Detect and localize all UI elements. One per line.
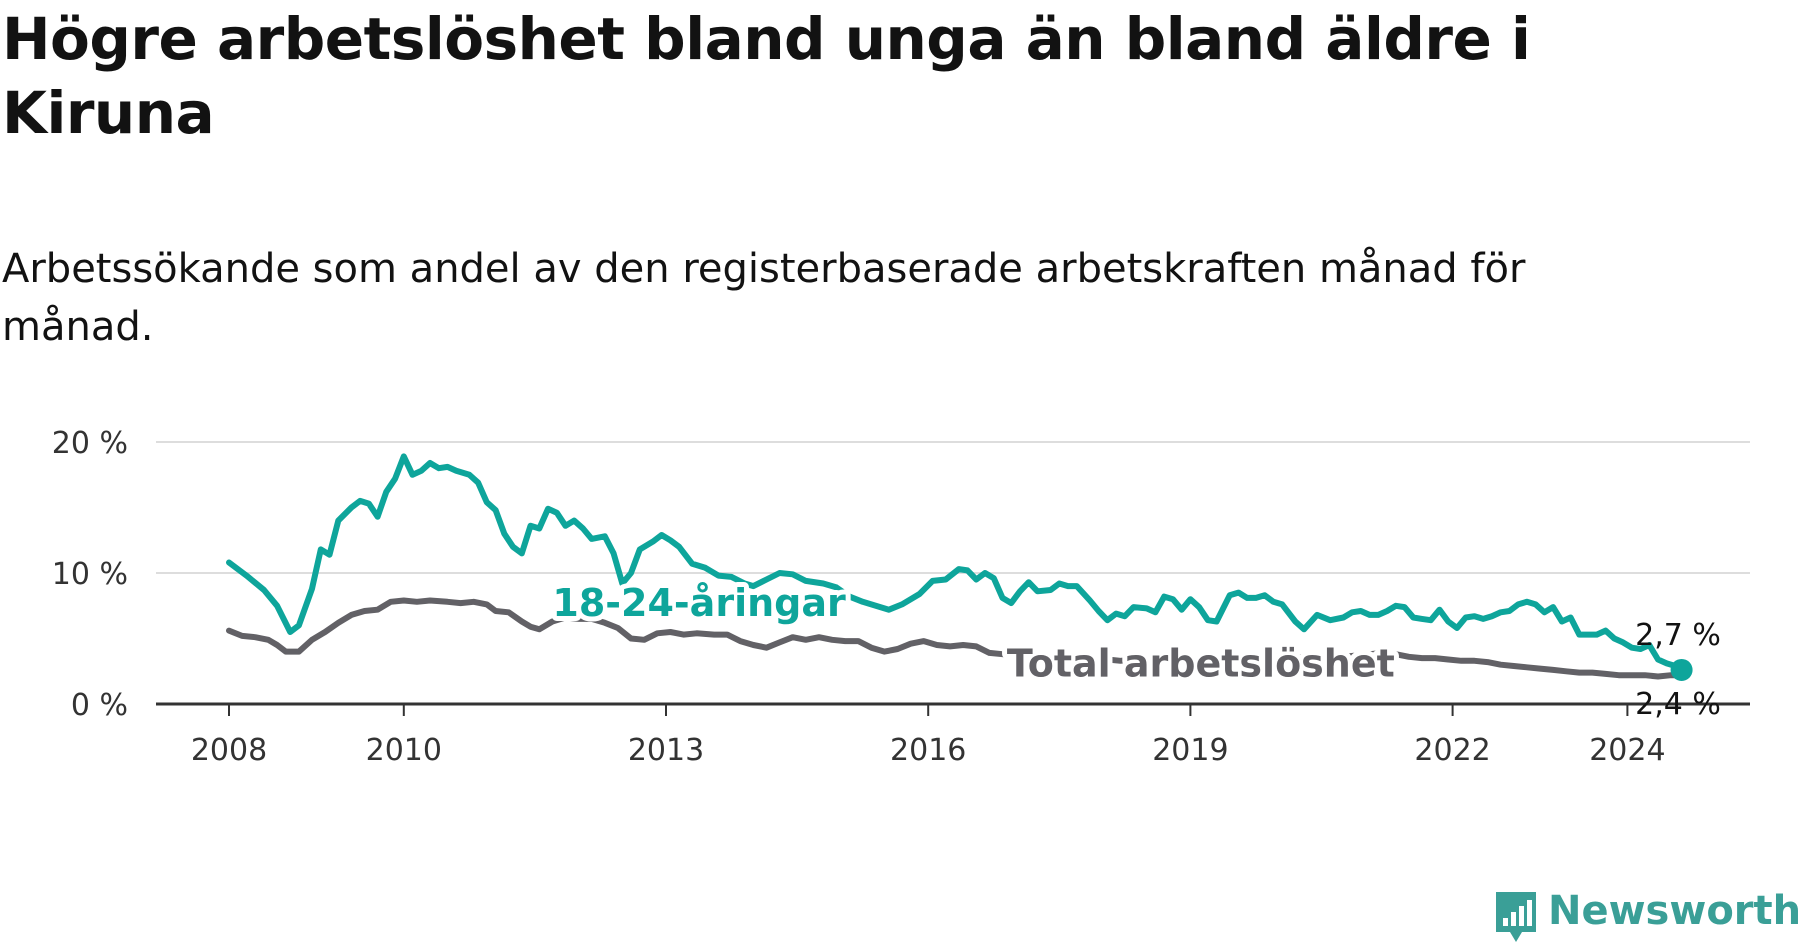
x-tick-label: 2013 xyxy=(628,733,704,768)
y-tick-label: 10 % xyxy=(52,557,128,592)
y-tick-label: 0 % xyxy=(71,688,128,723)
gridlines xyxy=(156,441,1750,574)
x-tick-label: 2008 xyxy=(191,733,267,768)
newsworthy-bar-chart-icon xyxy=(1496,892,1536,942)
x-tick-label: 2019 xyxy=(1152,733,1228,768)
total-series-label-halo: Total arbetslöshet xyxy=(1007,641,1395,685)
total-end-value-label: 2,4 % xyxy=(1635,687,1721,722)
youth-end-value-label: 2,7 % xyxy=(1635,618,1721,653)
youth-unemployment-line xyxy=(226,453,1685,673)
chart-subtitle: Arbetssökande som andel av den registerb… xyxy=(2,246,1526,350)
x-tick-label: 2016 xyxy=(890,733,966,768)
total-unemployment-line xyxy=(226,597,1685,680)
x-tick-label: 2022 xyxy=(1414,733,1490,768)
newsworthy-logo: Newsworthy xyxy=(1492,884,1800,948)
x-tick-label: 2024 xyxy=(1589,733,1665,768)
x-tick-label: 2010 xyxy=(366,733,442,768)
youth-series-label-halo: 18-24-åringar xyxy=(552,581,846,625)
youth-series-label: 18-24-åringar xyxy=(552,581,846,625)
brand-name: Newsworthy xyxy=(1548,888,1800,934)
x-axis-ticks: 2008 2010 2013 2016 2019 2022 2024 xyxy=(191,704,1666,768)
youth-end-point xyxy=(1670,658,1693,681)
chart-title: Högre arbetslöshet bland unga än bland ä… xyxy=(2,5,1531,147)
series-lines xyxy=(226,453,1693,681)
y-axis-ticks: 0 % 10 % 20 % xyxy=(52,426,128,723)
total-series-label: Total arbetslöshet xyxy=(1007,641,1395,685)
y-tick-label: 20 % xyxy=(52,426,128,461)
